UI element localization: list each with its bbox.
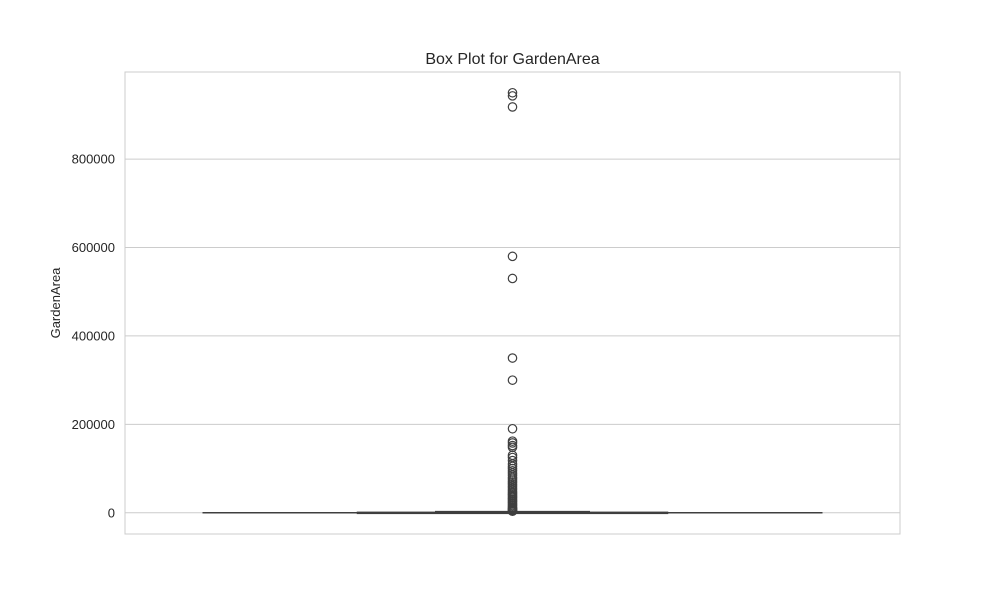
- outliers: [507, 87, 518, 517]
- outlier-point: [507, 375, 518, 385]
- outlier-point: [507, 251, 518, 262]
- outlier-point: [507, 438, 518, 448]
- outlier-point: [507, 506, 518, 517]
- y-axis-label: GardenArea: [48, 267, 63, 339]
- y-tick-label: 800000: [72, 152, 115, 167]
- outlier-point: [507, 423, 518, 434]
- outlier-point: [507, 353, 518, 363]
- y-tick-label: 400000: [72, 328, 115, 343]
- outlier-point: [507, 102, 518, 112]
- y-tick-label: 200000: [72, 417, 115, 432]
- outlier-point: [507, 273, 518, 284]
- outlier-point: [507, 91, 518, 101]
- y-tick-label: 600000: [72, 240, 115, 255]
- y-axis-ticks: 0 200000 400000 600000 800000: [72, 152, 115, 521]
- chart-title: Box Plot for GardenArea: [425, 51, 599, 68]
- y-tick-label: 0: [108, 505, 115, 520]
- plot-frame: [124, 71, 901, 535]
- outlier-point: [507, 87, 518, 98]
